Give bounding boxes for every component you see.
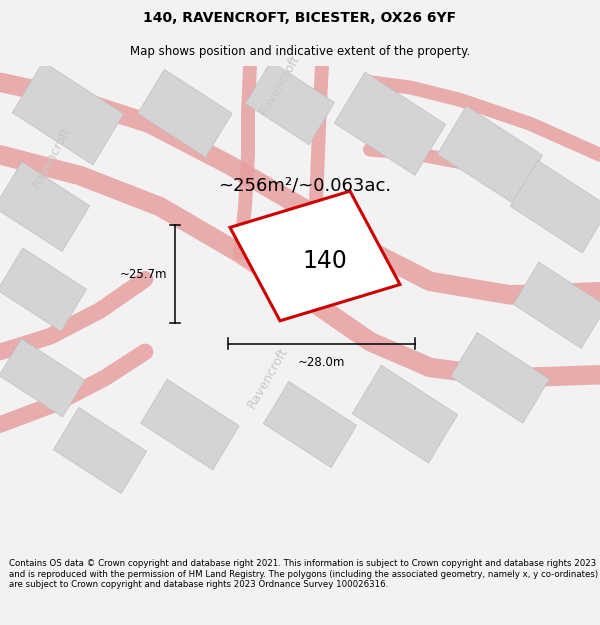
Polygon shape — [230, 191, 400, 321]
Polygon shape — [334, 72, 446, 176]
Polygon shape — [141, 379, 239, 470]
Text: Ravencroft: Ravencroft — [245, 345, 290, 411]
Polygon shape — [514, 262, 600, 348]
Text: 140, RAVENCROFT, BICESTER, OX26 6YF: 140, RAVENCROFT, BICESTER, OX26 6YF — [143, 11, 457, 26]
Text: Ravencroft: Ravencroft — [257, 52, 302, 118]
Polygon shape — [138, 69, 232, 158]
Text: Ravencroft: Ravencroft — [31, 124, 74, 190]
Polygon shape — [352, 365, 458, 463]
Text: ~256m²/~0.063ac.: ~256m²/~0.063ac. — [218, 177, 391, 195]
Polygon shape — [13, 62, 124, 165]
Polygon shape — [245, 61, 335, 145]
Polygon shape — [0, 162, 89, 251]
Text: Contains OS data © Crown copyright and database right 2021. This information is : Contains OS data © Crown copyright and d… — [9, 559, 598, 589]
Text: Map shows position and indicative extent of the property.: Map shows position and indicative extent… — [130, 45, 470, 58]
Polygon shape — [263, 381, 356, 468]
Polygon shape — [0, 339, 85, 417]
Text: 140: 140 — [302, 249, 347, 272]
Text: ~25.7m: ~25.7m — [119, 268, 167, 281]
Polygon shape — [451, 332, 549, 423]
Polygon shape — [437, 106, 543, 204]
Polygon shape — [510, 161, 600, 253]
Polygon shape — [53, 408, 146, 494]
Text: ~28.0m: ~28.0m — [298, 356, 345, 369]
Polygon shape — [0, 248, 86, 331]
